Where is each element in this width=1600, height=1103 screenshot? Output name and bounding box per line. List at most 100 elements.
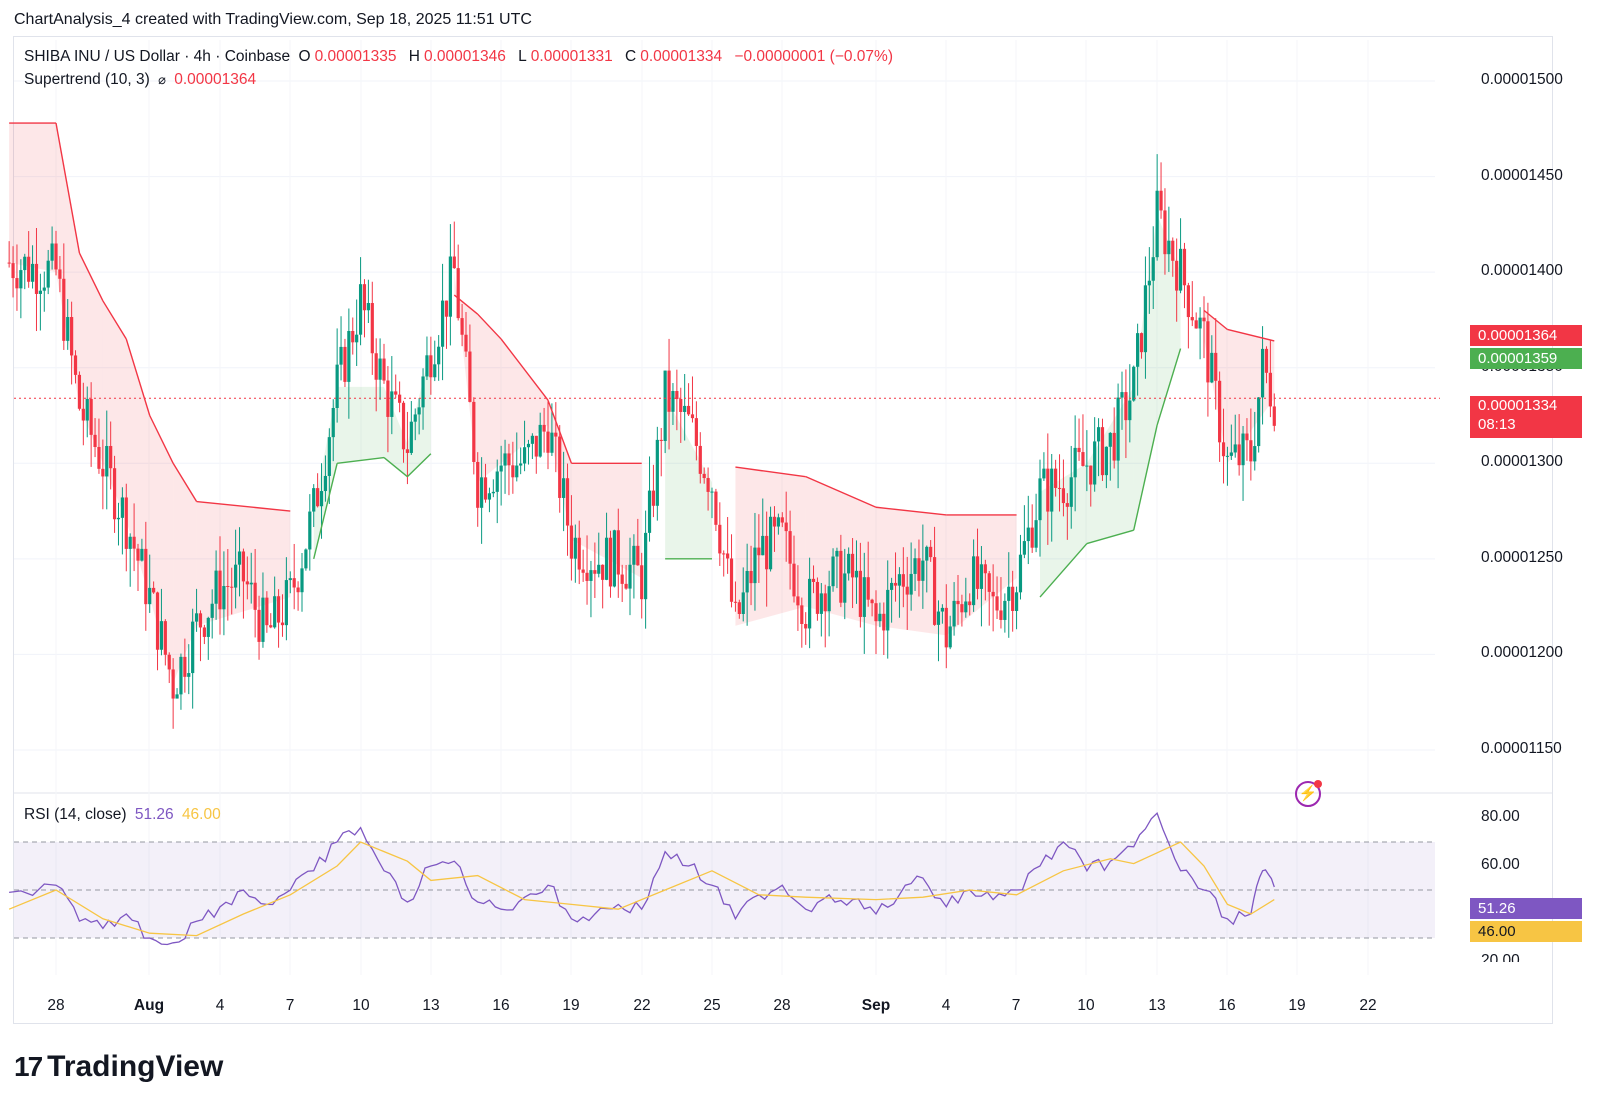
- candle-body: [612, 530, 616, 587]
- open-label: O: [298, 48, 311, 65]
- candle: [573, 524, 577, 583]
- candle-body: [1139, 333, 1144, 353]
- candle: [1100, 418, 1105, 481]
- candle: [515, 432, 519, 482]
- candle: [308, 494, 312, 571]
- candle-body: [245, 581, 249, 585]
- candle: [273, 576, 277, 629]
- candle-body: [140, 548, 144, 561]
- price-tick: 0.00001450: [1481, 166, 1563, 184]
- candle: [105, 410, 109, 510]
- candle: [1178, 218, 1183, 294]
- candle: [245, 556, 249, 600]
- candle: [284, 557, 288, 641]
- candle: [741, 567, 745, 622]
- candle-body: [991, 591, 995, 597]
- candle-body: [972, 556, 976, 606]
- candle: [444, 300, 449, 349]
- candle-body: [1159, 190, 1163, 211]
- candle: [27, 231, 31, 288]
- time-tick: 22: [633, 997, 651, 1014]
- candle: [191, 608, 195, 709]
- supertrend-segment: [1156, 348, 1182, 426]
- candle-body: [811, 578, 816, 582]
- candle: [893, 552, 898, 602]
- candle: [882, 602, 886, 655]
- notification-dot: [1314, 780, 1322, 788]
- candle-body: [1147, 280, 1151, 286]
- supertrend-fill-segment: [665, 396, 712, 559]
- lightning-icon[interactable]: ⚡: [1295, 781, 1321, 807]
- candle-body: [280, 622, 285, 626]
- candle-body: [81, 408, 85, 421]
- candle-body: [417, 407, 421, 415]
- rsi-label: RSI (14, close): [24, 806, 127, 823]
- candle-body: [1237, 444, 1241, 466]
- candle-body: [671, 391, 675, 412]
- candle: [152, 581, 156, 594]
- candle: [214, 550, 218, 620]
- candle-body: [1128, 400, 1132, 421]
- candle: [491, 479, 495, 498]
- candle: [202, 624, 206, 645]
- candle: [1139, 332, 1144, 359]
- candle: [804, 612, 808, 645]
- candle-body: [472, 401, 476, 462]
- candle-body: [1018, 554, 1023, 593]
- candle: [999, 577, 1003, 629]
- candle-body: [948, 626, 952, 648]
- candle-body: [323, 475, 328, 492]
- candle: [589, 560, 593, 618]
- candle-body: [316, 488, 320, 507]
- candle-body: [792, 563, 796, 597]
- candle-body: [647, 490, 652, 533]
- candle-body: [128, 536, 132, 549]
- time-tick: 10: [1077, 997, 1095, 1014]
- price-tick: 0.00001400: [1481, 262, 1563, 280]
- candle: [913, 548, 917, 591]
- candle: [409, 401, 413, 455]
- candle-body: [1229, 452, 1233, 456]
- candle-body: [261, 597, 265, 642]
- candle: [604, 512, 609, 581]
- candle: [632, 534, 636, 599]
- candle-body: [882, 613, 886, 631]
- candle-body: [1057, 487, 1062, 489]
- candle-body: [452, 256, 456, 269]
- candle: [753, 512, 757, 611]
- candle-body: [448, 256, 452, 317]
- candle-body: [1011, 586, 1015, 611]
- candle: [421, 368, 425, 430]
- supertrend-segment: [547, 399, 573, 464]
- candle: [577, 520, 581, 585]
- supertrend-legend[interactable]: Supertrend (10, 3) ⌀ 0.00001364: [24, 71, 260, 89]
- candle-body: [921, 560, 925, 581]
- rsi-legend[interactable]: RSI (14, close) 51.26 46.00: [24, 806, 225, 824]
- tradingview-logo[interactable]: 17 TradingView: [14, 1050, 223, 1084]
- candle: [1155, 154, 1159, 261]
- candle-body: [1253, 446, 1257, 462]
- candle: [81, 382, 85, 446]
- candle-body: [214, 570, 218, 604]
- candle-body: [632, 545, 636, 565]
- candle-body: [101, 468, 105, 477]
- candle-body: [1163, 210, 1167, 255]
- candle: [1061, 459, 1066, 517]
- candle-body: [421, 376, 425, 408]
- time-tick: 10: [352, 997, 370, 1014]
- candle: [144, 521, 148, 631]
- candle-body: [124, 497, 128, 549]
- candle: [487, 487, 492, 513]
- candle: [1120, 371, 1124, 430]
- candle: [1221, 408, 1226, 484]
- candle: [398, 381, 402, 413]
- eye-off-icon[interactable]: ⌀: [158, 72, 166, 87]
- candle-body: [940, 607, 944, 612]
- time-tick: Sep: [861, 997, 891, 1014]
- candle-body: [1143, 285, 1148, 353]
- candle-body: [573, 537, 577, 559]
- candle-body: [870, 599, 874, 604]
- candle: [316, 473, 320, 508]
